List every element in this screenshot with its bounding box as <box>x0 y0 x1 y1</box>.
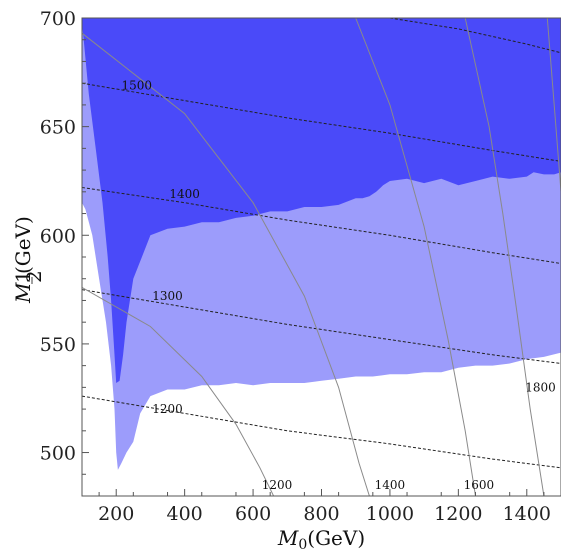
solid-contour-unlabeled-0 <box>82 286 275 496</box>
x-tick-label: 200 <box>98 503 134 525</box>
solid-contour-label: 1200 <box>262 478 293 492</box>
dotted-contour-label: 1400 <box>169 187 200 201</box>
x-axis-subscript: 0 <box>298 537 307 550</box>
dotted-contour-1400 <box>82 187 561 264</box>
dotted-contour-1300 <box>82 289 561 364</box>
y-tick-label: 700 <box>40 8 76 30</box>
solid-contour-1400 <box>355 18 476 496</box>
solid-contour-1600 <box>464 18 545 496</box>
excluded-region-dark <box>82 18 561 383</box>
x-tick-label: 1200 <box>434 503 482 525</box>
x-tick-label: 800 <box>303 503 339 525</box>
dotted-contour-label: 1500 <box>121 78 152 92</box>
dotted-contour-1500 <box>82 82 561 162</box>
x-tick-label: 1000 <box>366 503 414 525</box>
solid-contour-label: 1800 <box>525 380 556 394</box>
y-axis-unit: (GeV) <box>11 216 35 274</box>
dotted-contour-unlabeled-4 <box>389 18 561 54</box>
x-axis-label: M0(GeV) <box>277 526 365 550</box>
plot-area: 1200 1300 1400 1500 1200 1400 1600 1800 <box>82 18 561 496</box>
dotted-contour-label: 1200 <box>152 402 183 416</box>
solid-contour-1200 <box>82 32 370 496</box>
y-tick-label: 600 <box>40 225 76 247</box>
dotted-contour-1200 <box>82 395 561 469</box>
x-axis-symbol: M <box>277 526 299 550</box>
y-tick-label: 550 <box>40 334 76 356</box>
solid-contour-label: 1400 <box>375 478 406 492</box>
x-tick-label: 600 <box>235 503 271 525</box>
y-tick-label: 500 <box>40 443 76 465</box>
y-axis-subscript-denominator: 2 <box>22 270 46 283</box>
y-axis-subscript-numerator: 1 <box>11 270 35 283</box>
solid-contour-label: 1600 <box>464 478 495 492</box>
x-tick-label: 400 <box>167 503 203 525</box>
x-tick-label: 1400 <box>503 503 551 525</box>
solid-contour-1800 <box>546 18 561 192</box>
dotted-contour-label: 1300 <box>152 289 183 303</box>
y-tick-label: 650 <box>40 117 76 139</box>
y-axis-symbol: M <box>11 282 35 304</box>
y-axis-label: M12(GeV) <box>11 216 46 304</box>
x-axis-unit: (GeV) <box>307 526 365 550</box>
